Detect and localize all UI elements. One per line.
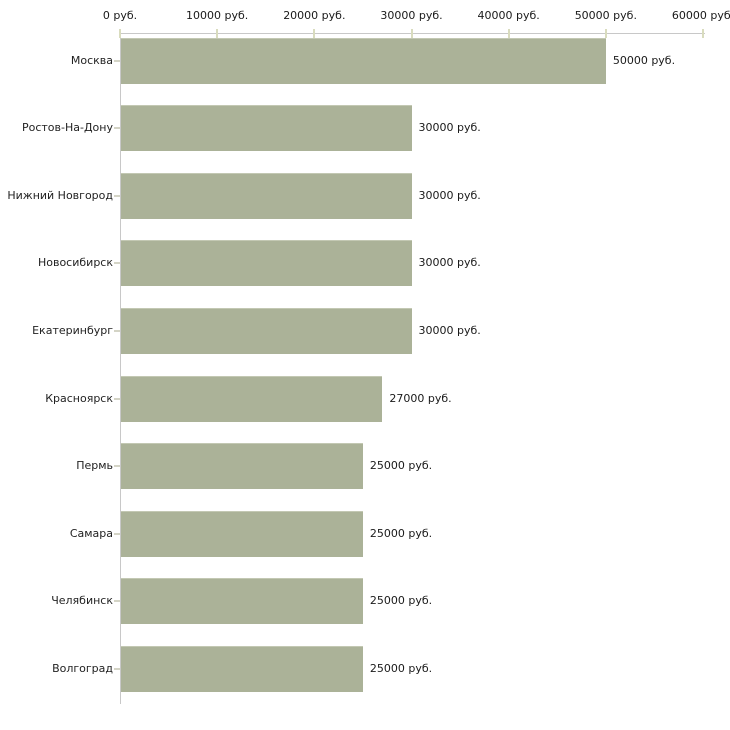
bar-value-label: 30000 руб. xyxy=(418,323,481,337)
bar xyxy=(121,375,383,422)
category-label: Красноярск xyxy=(45,391,113,405)
category-tick-mark xyxy=(114,127,120,130)
bar xyxy=(121,307,412,354)
category-tick-mark xyxy=(114,59,120,62)
bar xyxy=(121,105,412,152)
category-tick-mark xyxy=(114,667,120,670)
bar-value-label: 27000 руб. xyxy=(389,391,452,405)
category-tick-mark xyxy=(114,532,120,535)
x-axis-tick-label: 10000 руб. xyxy=(186,9,249,22)
x-axis-line xyxy=(120,33,705,34)
category-tick-mark xyxy=(114,465,120,468)
bar-value-label: 30000 руб. xyxy=(418,188,481,202)
category-tick-mark xyxy=(114,194,120,197)
bar-value-label: 25000 руб. xyxy=(369,594,433,608)
category-tick-mark xyxy=(114,397,120,400)
x-axis-tick-mark xyxy=(507,29,510,38)
bar-value-label: 30000 руб. xyxy=(418,121,481,135)
bar xyxy=(121,645,363,692)
bar xyxy=(121,510,363,557)
bar-value-label: 25000 руб. xyxy=(369,661,433,675)
x-axis-tick-mark xyxy=(604,29,607,38)
x-axis-tick-mark xyxy=(216,29,219,38)
x-axis-tick-mark xyxy=(313,29,316,38)
category-label: Самара xyxy=(69,526,113,540)
x-axis-tick-label: 40000 руб. xyxy=(477,9,540,22)
category-label: Волгоград xyxy=(52,661,113,675)
bar-value-label: 30000 руб. xyxy=(418,256,481,270)
bar-value-label: 25000 руб. xyxy=(369,526,433,540)
bar-value-label: 25000 руб. xyxy=(369,459,433,473)
x-axis-tick-mark xyxy=(410,29,413,38)
bar xyxy=(121,172,412,219)
y-axis-line xyxy=(120,33,121,704)
bar xyxy=(121,443,363,490)
bar xyxy=(121,37,606,84)
x-axis-tick-label: 50000 руб. xyxy=(574,9,637,22)
category-label: Челябинск xyxy=(51,594,113,608)
category-label: Ростов-На-Дону xyxy=(21,121,113,135)
bar xyxy=(121,578,363,625)
x-axis-tick-label: 60000 руб. xyxy=(671,9,730,22)
category-tick-mark xyxy=(114,329,120,332)
category-label: Екатеринбург xyxy=(32,323,113,337)
category-label: Москва xyxy=(70,53,113,67)
category-label: Пермь xyxy=(76,459,113,473)
x-axis-tick-mark xyxy=(702,29,704,38)
bar xyxy=(121,240,412,287)
category-tick-mark xyxy=(114,600,120,603)
category-label: Новосибирск xyxy=(37,256,113,270)
x-axis-tick-mark xyxy=(119,29,121,38)
category-label: Нижний Новгород xyxy=(7,188,113,202)
x-axis-tick-label: 30000 руб. xyxy=(380,9,443,22)
category-tick-mark xyxy=(114,262,120,265)
x-axis-tick-label: 0 руб. xyxy=(102,9,138,22)
bar-value-label: 50000 руб. xyxy=(612,53,676,67)
x-axis-tick-label: 20000 руб. xyxy=(283,9,346,22)
